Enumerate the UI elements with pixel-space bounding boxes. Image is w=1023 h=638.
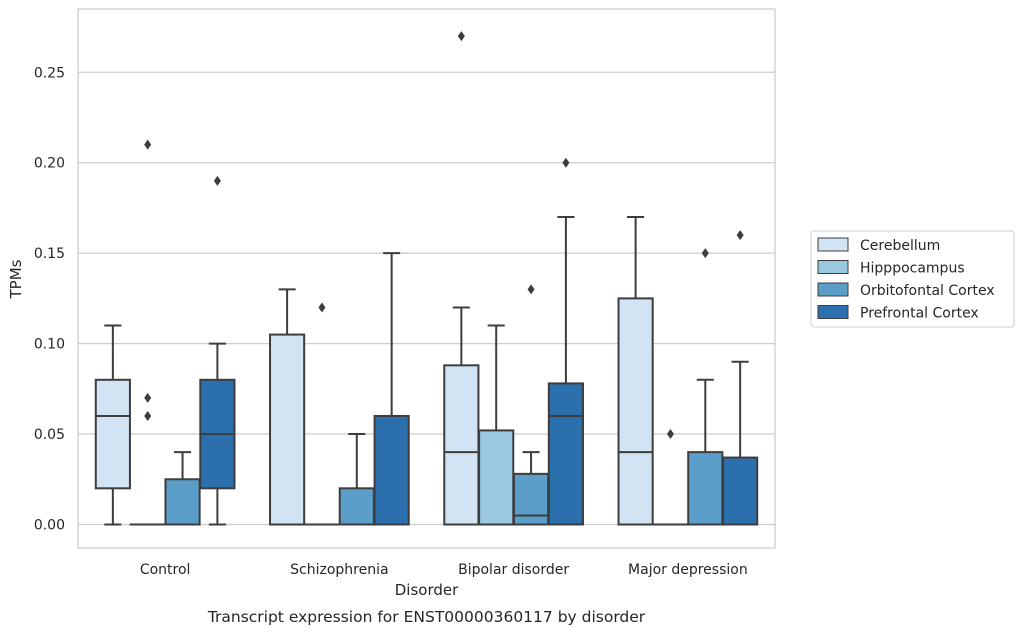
chart-caption: Transcript expression for ENST0000036011… xyxy=(207,608,646,626)
legend-swatch xyxy=(818,306,848,319)
y-tick-label: 0.25 xyxy=(34,65,65,81)
box-body xyxy=(619,298,653,524)
x-tick-label: Major depression xyxy=(628,562,748,578)
y-tick-label: 0.10 xyxy=(34,337,65,353)
y-tick-label: 0.00 xyxy=(34,517,65,533)
legend-label: Prefrontal Cortex xyxy=(860,306,979,322)
box-body xyxy=(375,416,409,525)
y-tick-label: 0.20 xyxy=(34,156,65,172)
box-body xyxy=(340,488,374,524)
x-axis-label: Disorder xyxy=(395,581,459,599)
legend-label: Cerebellum xyxy=(860,238,940,254)
box-body xyxy=(444,365,478,524)
y-axis-label: TPMs xyxy=(7,259,25,299)
x-tick-label: Schizophrenia xyxy=(290,562,388,578)
x-tick-label: Bipolar disorder xyxy=(458,562,569,578)
box-body xyxy=(479,430,513,524)
box-body xyxy=(96,380,130,489)
legend-swatch xyxy=(818,283,848,296)
y-tick-labels: 0.00 0.05 0.10 0.15 0.20 0.25 xyxy=(34,65,65,533)
y-tick-label: 0.05 xyxy=(34,427,65,443)
legend-label: Orbitofontal Cortex xyxy=(860,283,995,299)
box-body xyxy=(549,383,583,524)
x-tick-label: Control xyxy=(140,562,191,578)
box-body xyxy=(688,452,722,524)
legend-label: Hipppocampus xyxy=(860,261,965,277)
y-tick-label: 0.15 xyxy=(34,246,65,262)
legend: Cerebellum Hipppocampus Orbitofontal Corte… xyxy=(811,231,1014,327)
legend-swatch xyxy=(818,261,848,274)
x-tick-labels: Control Schizophrenia Bipolar disorder Majo… xyxy=(140,562,748,578)
box-body xyxy=(270,335,304,525)
legend-swatch xyxy=(818,238,848,251)
box-body xyxy=(723,458,757,525)
box-body xyxy=(514,474,548,525)
box-body xyxy=(165,479,199,524)
